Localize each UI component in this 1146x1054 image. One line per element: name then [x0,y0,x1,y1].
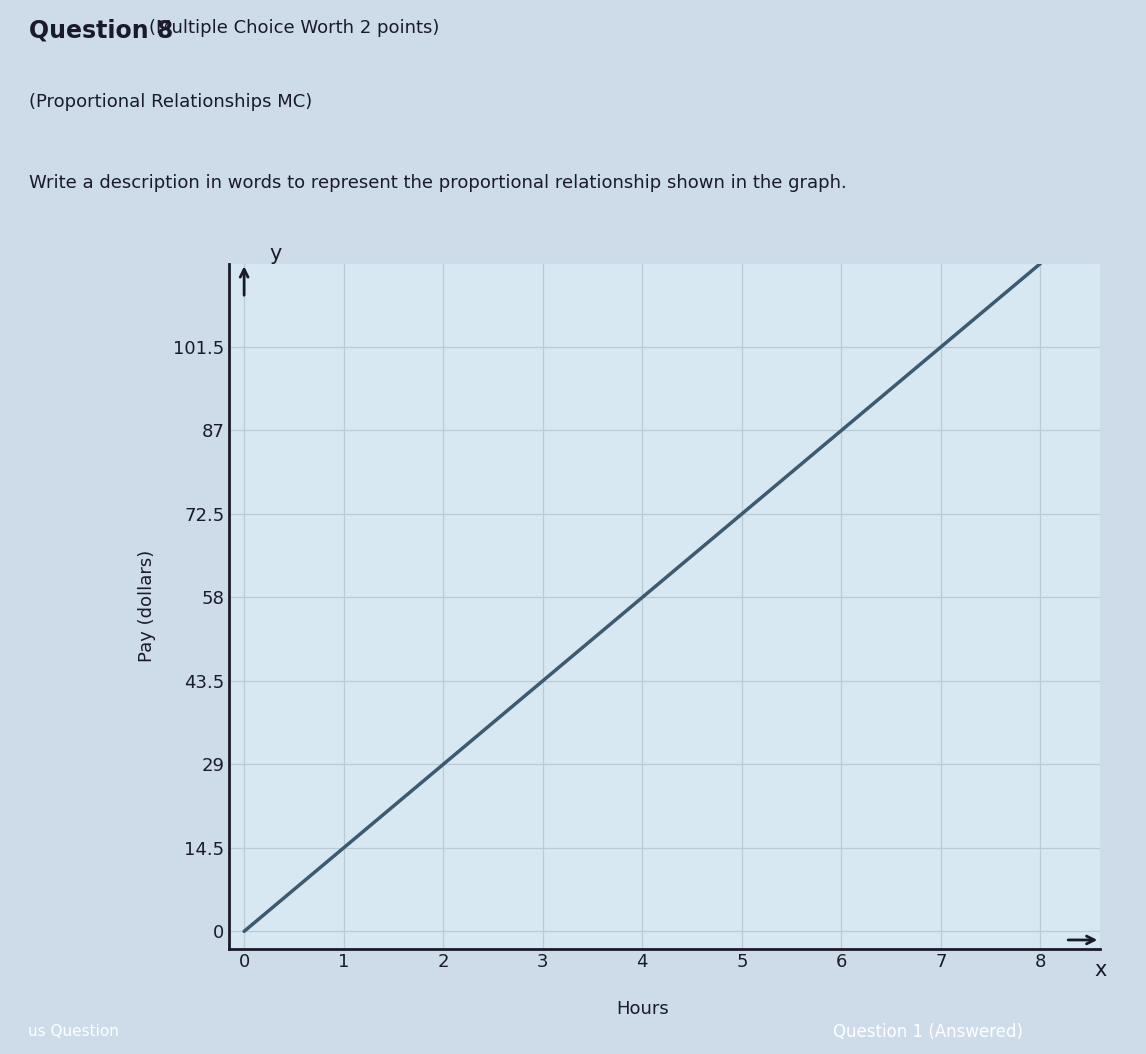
Text: us Question: us Question [29,1024,119,1039]
Text: y: y [269,243,282,264]
Y-axis label: Pay (dollars): Pay (dollars) [139,550,156,662]
Text: Write a description in words to represent the proportional relationship shown in: Write a description in words to represen… [29,174,847,192]
Text: Question 8: Question 8 [29,19,173,42]
Text: (Multiple Choice Worth 2 points): (Multiple Choice Worth 2 points) [149,19,439,37]
Text: Question 1 (Answered): Question 1 (Answered) [833,1022,1023,1041]
Text: Hours: Hours [615,1000,668,1018]
Text: (Proportional Relationships MC): (Proportional Relationships MC) [29,93,312,111]
Text: x: x [1094,960,1106,980]
